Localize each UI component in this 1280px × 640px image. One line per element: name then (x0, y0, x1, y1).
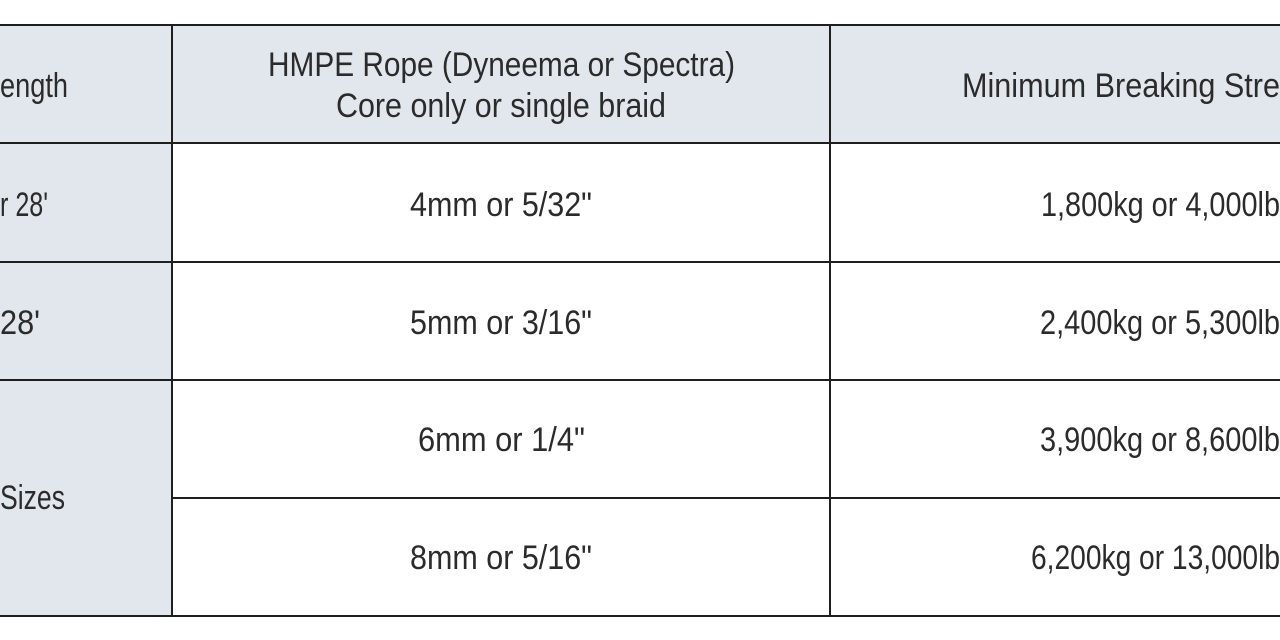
cell: 8mm or 5/16" (410, 539, 592, 577)
cell: 2,400kg or 5,300lb (1040, 304, 1280, 342)
cell: 28' (0, 304, 40, 342)
cell: 1,800kg or 4,000lb (1041, 186, 1280, 224)
cell: r 28' (0, 186, 48, 224)
cell: 3,900kg or 8,600lb (1040, 421, 1280, 459)
cell: 6,200kg or 13,000lb (1031, 539, 1280, 577)
header-background (0, 25, 1280, 143)
header-cell: HMPE Rope (Dyneema or Spectra) (268, 46, 735, 84)
header-cell: Core only or single braid (336, 87, 666, 125)
cell: Sizes (0, 479, 65, 517)
cell: 5mm or 3/16" (410, 304, 592, 342)
table-rules (0, 24, 1280, 617)
header-cell: Minimum Breaking Stre (962, 67, 1280, 105)
cell: 4mm or 5/32" (410, 186, 592, 224)
header-cell: ength (0, 67, 68, 105)
cell: 6mm or 1/4" (418, 421, 585, 459)
